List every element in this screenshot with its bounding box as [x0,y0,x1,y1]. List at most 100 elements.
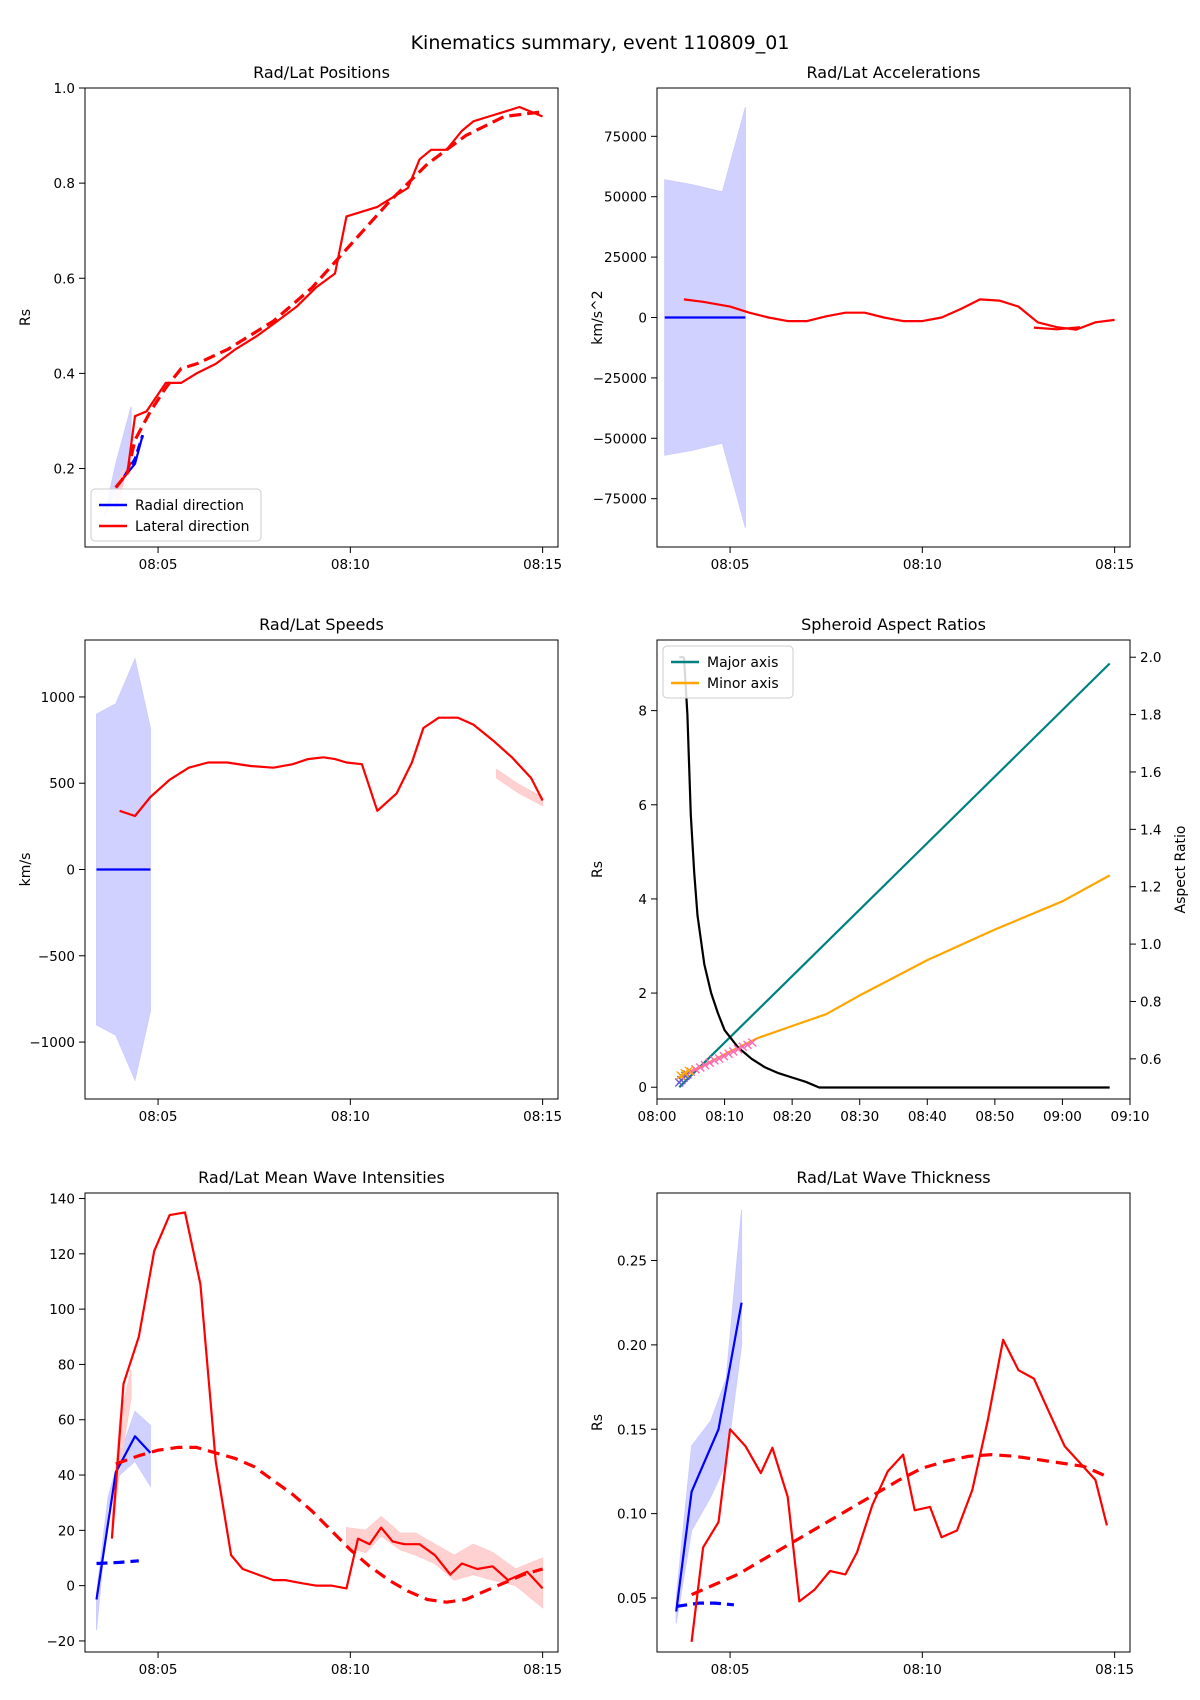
intensities-lat_dash [115,1445,544,1604]
positions-legend-label: Lateral direction [135,519,250,535]
intensities-plot-area [95,1211,544,1630]
intensities-rad_solid [95,1435,152,1600]
speeds-chart: Rad/Lat Speeds 08:05 08:10 08:15 −1000 −500 0 5… [18,615,562,1125]
intensities-ytick-label: −20 [47,1634,76,1650]
thickness-ytick-label: 0.15 [617,1422,647,1438]
aspect-xtick-label: 08:50 [975,1109,1014,1125]
aspect-markers_pink-marker [695,1062,705,1072]
speeds-ylabel: km/s [18,853,34,887]
positions-ytick-label: 1.0 [54,81,75,97]
intensities-lat_solid [110,1211,544,1590]
accelerations-ytick-label: 75000 [604,129,647,145]
positions-ytick-label: 0.6 [54,271,75,287]
aspect-xtick-label: 09:10 [1111,1109,1150,1125]
positions-ylabel: Rs [18,309,34,326]
aspect-ytick-label: 4 [638,892,647,908]
positions-title: Rad/Lat Positions [253,63,390,82]
aspect-markers_pink-marker [719,1051,729,1061]
thickness-ytick-label: 0.10 [617,1507,647,1523]
intensities-chart: Rad/Lat Mean Wave Intensities 08:05 08:10 0… [47,1168,563,1678]
speeds-ytick-label: −500 [38,949,75,965]
thickness-ylabel: Rs [590,1414,606,1431]
aspect-ytick-label: 0 [638,1080,647,1096]
aspect-y2tick-label: 1.4 [1140,822,1161,838]
accelerations-chart: Rad/Lat Accelerations 08:05 08:10 08:15 −750… [590,63,1134,573]
speeds-frame [84,639,559,1100]
thickness-xtick-label: 08:10 [903,1662,942,1678]
aspect-frame [656,639,1131,1100]
intensities-xtick-label: 08:05 [139,1662,178,1678]
accelerations-xtick-label: 08:15 [1095,557,1134,573]
thickness-rad_dash [675,1601,735,1608]
aspect-xtick-label: 08:10 [705,1109,744,1125]
thickness-ytick-label: 0.20 [617,1338,647,1354]
accelerations-lat_dash [1033,326,1081,331]
positions-xtick-label: 08:05 [139,557,178,573]
accelerations-title: Rad/Lat Accelerations [807,63,981,82]
speeds-ytick-label: 0 [66,863,75,879]
positions-xtick-label: 08:10 [331,557,370,573]
accelerations-plot-area [664,107,1115,528]
accelerations-lat_line [683,298,1115,331]
speeds-ytick-label: −1000 [29,1035,75,1051]
speeds-xtick-label: 08:15 [523,1109,562,1125]
aspect-markers_pink-marker [705,1058,715,1068]
aspect-markers_pink-marker [743,1040,753,1050]
thickness-ytick-label: 0.25 [617,1254,647,1270]
intensities-ytick-label: 120 [49,1247,75,1263]
intensities-ytick-label: 140 [49,1192,75,1208]
positions-legend-label: Radial direction [135,498,244,514]
thickness-ytick-label: 0.05 [617,1591,647,1607]
thickness-xtick-label: 08:15 [1095,1662,1134,1678]
positions-frame [84,87,559,548]
aspect-markers_orange-marker [676,1070,686,1080]
aspect-title: Spheroid Aspect Ratios [801,615,986,634]
aspect-xtick-label: 08:00 [638,1109,677,1125]
accelerations-ytick-label: 50000 [604,190,647,206]
aspect-markers_orange-marker [684,1066,694,1076]
aspect-xtick-label: 08:40 [908,1109,947,1125]
intensities-rad_dash [96,1559,139,1566]
positions-plot-area [103,105,544,517]
aspect-xtick-label: 08:30 [840,1109,879,1125]
speeds-title: Rad/Lat Speeds [259,615,384,634]
aspect-major [678,662,1111,1088]
intensities-ytick-label: 40 [58,1468,75,1484]
aspect-y2tick-label: 1.0 [1140,937,1161,953]
aspect-markers_pink-marker [738,1042,748,1052]
aspect-y2tick-label: 1.2 [1140,880,1161,896]
aspect-xtick-label: 08:20 [773,1109,812,1125]
thickness-lat_solid [690,1338,1108,1643]
positions-ytick-label: 0.4 [54,366,75,382]
aspect-xtick-label: 09:00 [1043,1109,1082,1125]
figure-title: Kinematics summary, event 110809_01 [411,32,790,54]
aspect-ylabel: Rs [590,861,606,878]
intensities-frame [84,1192,559,1653]
speeds-lat_band [496,768,544,807]
thickness-chart: Rad/Lat Wave Thickness 08:05 08:10 08:15 0.0… [590,1168,1134,1678]
intensities-ytick-label: 80 [58,1357,75,1373]
intensities-xtick-label: 08:10 [331,1662,370,1678]
accelerations-xtick-label: 08:05 [711,557,750,573]
aspect-ytick-label: 6 [638,798,647,814]
aspect-legend-label: Minor axis [707,676,779,692]
aspect-markers_pink-marker [733,1044,743,1054]
aspect-markers_pink-marker [691,1064,701,1074]
speeds-xtick-label: 08:10 [331,1109,370,1125]
aspect-ytick-label: 2 [638,986,647,1002]
intensities-ytick-label: 0 [66,1579,75,1595]
intensities-xtick-label: 08:15 [523,1662,562,1678]
aspect-markers_pink-marker [714,1054,724,1064]
intensities-ytick-label: 20 [58,1523,75,1539]
positions-legend-box [90,488,262,542]
thickness-xtick-label: 08:05 [711,1662,750,1678]
aspect-y2tick-label: 1.6 [1140,765,1161,781]
accelerations-ytick-label: −75000 [593,492,647,508]
aspect-legend-box [662,645,794,699]
aspect-y2tick-label: 2.0 [1140,650,1161,666]
aspect-legend: Major axis Minor axis [662,645,794,699]
aspect-markers_pink-marker [700,1060,710,1070]
intensities-ytick-label: 60 [58,1413,75,1429]
aspect-ratio-chart: Spheroid Aspect Ratios 08:00 08:10 08:20 08:… [590,615,1189,1125]
